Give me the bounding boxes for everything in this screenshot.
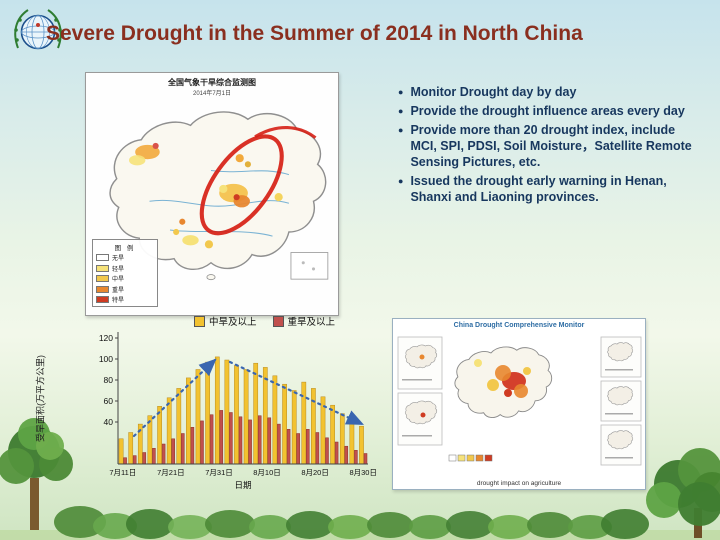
svg-text:120: 120 bbox=[99, 333, 113, 343]
legend-label: 特旱 bbox=[112, 298, 125, 304]
chart-y-axis-label: 受旱面积(万平方公里) bbox=[35, 355, 46, 442]
svg-text:40: 40 bbox=[104, 417, 114, 427]
chart-legend-swatch bbox=[194, 315, 205, 327]
bullet-text: Issued the drought early warning in Hena… bbox=[410, 174, 667, 204]
chart-legend-label: 中旱及以上 bbox=[209, 317, 257, 328]
chart-legend: 中旱及以上 重旱及以上 bbox=[194, 314, 335, 328]
svg-text:8月30日: 8月30日 bbox=[349, 468, 377, 477]
comprehensive-monitor-panel: China Drought Comprehensive Monitor bbox=[392, 318, 646, 490]
bullet-list: ● Monitor Drought day by day ● Provide the … bbox=[398, 84, 700, 208]
drought-region-annotation-ellipse bbox=[199, 134, 284, 236]
map-date: 2014年7月1日 bbox=[192, 91, 232, 97]
drought-chart-svg: 40 60 80 100 120 7月11日 7月21日 7月31日 8月10日 8月20日 8月3… bbox=[99, 332, 377, 490]
svg-text:7月31日: 7月31日 bbox=[205, 468, 233, 477]
svg-text:100: 100 bbox=[99, 354, 113, 364]
bullet-icon: ● bbox=[398, 125, 404, 135]
meteorological-org-logo bbox=[8, 2, 68, 62]
map-title: 全国气象干旱综合监测图 bbox=[168, 78, 256, 87]
chart-legend-swatch bbox=[272, 315, 284, 327]
bullet-text: Provide more than 20 drought index, incl… bbox=[410, 123, 692, 169]
map-legend-rows: 无旱轻旱中旱重旱特旱 bbox=[96, 253, 154, 304]
bullet-icon: ● bbox=[398, 176, 404, 186]
legend-label: 轻旱 bbox=[112, 266, 125, 273]
bullet-item: ● Issued the drought early warning in Hen… bbox=[398, 173, 700, 205]
legend-label: 重旱 bbox=[112, 287, 125, 294]
legend-swatch bbox=[96, 254, 109, 261]
svg-text:日期: 日期 bbox=[234, 480, 251, 490]
bullet-text: Provide the drought influence areas ever… bbox=[410, 104, 685, 118]
legend-label: 无旱 bbox=[112, 256, 125, 262]
slide-title: Severe Drought in the Summer of 2014 in … bbox=[46, 22, 583, 45]
legend-label: 中旱 bbox=[112, 277, 125, 283]
map-legend: 图 例 无旱轻旱中旱重旱特旱 bbox=[92, 238, 158, 307]
map-legend-row: 重旱 bbox=[96, 285, 154, 294]
monitor-panel-caption: drought impact on agriculture bbox=[476, 480, 562, 487]
bullet-item: ● Monitor Drought day by day bbox=[398, 84, 700, 100]
legend-swatch bbox=[96, 275, 109, 282]
monitor-panel-graphics bbox=[397, 336, 642, 466]
bullet-icon: ● bbox=[398, 87, 404, 97]
map-legend-title: 图 例 bbox=[114, 244, 136, 252]
legend-swatch bbox=[96, 264, 109, 272]
drought-monitor-map: 全国气象干旱综合监测图 2014年7月1日 bbox=[85, 72, 339, 316]
svg-text:60: 60 bbox=[104, 396, 114, 406]
bullet-icon: ● bbox=[398, 106, 404, 116]
chart-legend-item: 中旱及以上 bbox=[194, 314, 257, 328]
svg-text:8月20日: 8月20日 bbox=[301, 468, 329, 477]
chart-legend-item: 重旱及以上 bbox=[272, 314, 336, 328]
svg-text:8月10日: 8月10日 bbox=[253, 468, 281, 477]
svg-text:80: 80 bbox=[104, 375, 114, 385]
map-legend-row: 无旱 bbox=[96, 253, 154, 262]
drought-area-chart: 受旱面积(万平方公里) 中旱及以上 重旱及以上 40 60 80 100 120 7月11日… bbox=[36, 314, 396, 510]
map-legend-row: 轻旱 bbox=[96, 264, 154, 273]
bullet-text: Monitor Drought day by day bbox=[410, 85, 577, 99]
logo-graphic bbox=[14, 9, 62, 50]
svg-text:7月11日: 7月11日 bbox=[109, 468, 136, 477]
china-map-svg bbox=[109, 111, 329, 281]
monitor-panel-title: China Drought Comprehensive Monitor bbox=[453, 322, 585, 329]
legend-swatch bbox=[96, 296, 109, 303]
map-legend-row: 中旱 bbox=[96, 274, 154, 283]
svg-text:7月21日: 7月21日 bbox=[157, 468, 185, 477]
map-legend-row: 特旱 bbox=[96, 295, 154, 304]
bullet-item: ● Provide the drought influence areas eve… bbox=[398, 103, 700, 119]
trees-decoration bbox=[0, 418, 720, 540]
bullet-item: ● Provide more than 20 drought index, inc… bbox=[398, 122, 700, 170]
legend-swatch bbox=[96, 285, 109, 293]
chart-legend-label: 重旱及以上 bbox=[287, 317, 336, 328]
